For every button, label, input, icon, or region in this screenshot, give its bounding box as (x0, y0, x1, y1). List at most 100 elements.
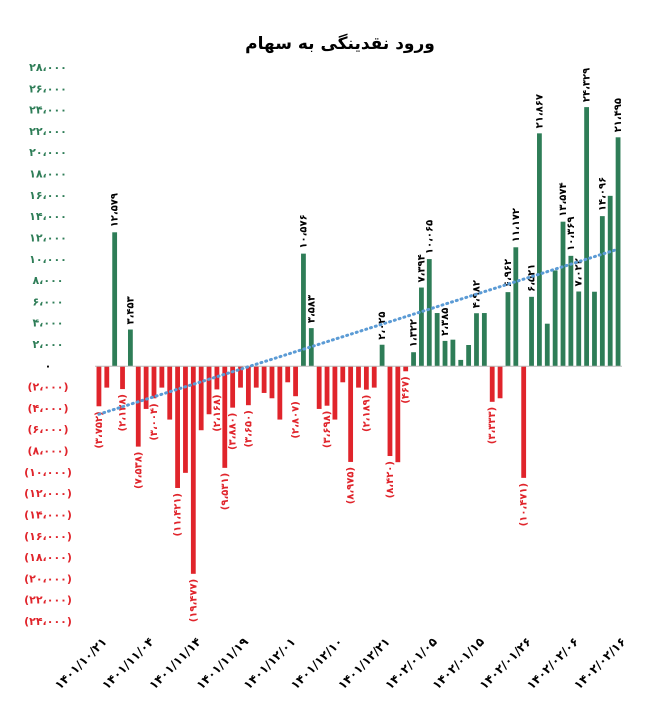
value-label: (۲،۸۰۷) (291, 401, 302, 438)
value-label: (۳،۷۵۲) (94, 411, 105, 448)
bar (285, 366, 291, 383)
y-tick-label: (۴،۰۰۰) (27, 402, 68, 415)
value-label: (۳،۰۰۴) (149, 403, 160, 440)
value-label: ۱،۳۲۲ (409, 319, 420, 347)
bar (505, 292, 511, 367)
bar (190, 366, 196, 574)
bar (238, 366, 243, 388)
bar (167, 366, 173, 420)
y-tick-label: ۸،۰۰۰ (32, 274, 63, 287)
bar (434, 313, 440, 367)
value-label: ۳،۵۸۳ (306, 295, 317, 323)
bar (592, 291, 597, 367)
bar (316, 366, 322, 409)
value-label: (۱۰،۴۷۱) (519, 483, 530, 526)
y-tick-label: (۱۴،۰۰۰) (24, 508, 72, 521)
bar (513, 247, 519, 367)
value-label: (۱۹،۴۷۷) (188, 579, 199, 622)
bar (466, 345, 472, 367)
bar (269, 366, 275, 399)
y-tick-label: (۱۶،۰۰۰) (24, 530, 72, 543)
bar (395, 366, 401, 463)
value-label: (۲،۱۸۹) (361, 395, 372, 432)
bar (371, 366, 377, 388)
value-label: ۲۱،۸۶۷ (534, 94, 545, 128)
bar (481, 313, 487, 367)
bar (277, 366, 283, 420)
bar (214, 366, 220, 390)
y-tick-label: ۲۴،۰۰۰ (29, 104, 67, 117)
value-label: (۳،۸۸۰) (228, 413, 239, 450)
bar (183, 366, 188, 473)
bar (426, 259, 432, 367)
value-label: ۱۰،۰۶۵ (424, 220, 435, 254)
value-label: ۱۲،۵۷۹ (110, 193, 121, 227)
value-label: ۲۱،۴۹۵ (613, 98, 624, 132)
bar (474, 313, 479, 367)
value-label: (۲،۱۳۸) (118, 394, 129, 431)
y-tick-label: (۱۰،۰۰۰) (24, 466, 72, 479)
chart-title: ورود نقدینگی به سهام (245, 33, 435, 54)
value-label: ۱۰،۵۷۶ (298, 214, 309, 248)
bar (489, 366, 495, 402)
value-label: ۷،۰۲۲ (574, 258, 585, 286)
value-label: (۹،۵۳۱) (220, 473, 231, 510)
bar (529, 296, 534, 367)
bar (576, 291, 582, 367)
bar (363, 366, 369, 390)
bar (308, 328, 314, 367)
bar (379, 344, 385, 367)
bar (450, 339, 456, 367)
bar (497, 366, 503, 399)
y-tick-label: ۴،۰۰۰ (32, 317, 63, 330)
y-tick-label: ۲۲،۰۰۰ (29, 125, 67, 138)
bar (159, 366, 165, 388)
bar (135, 366, 141, 447)
y-tick-label: (۱۸،۰۰۰) (24, 551, 72, 564)
bar (175, 366, 180, 488)
bar (245, 366, 251, 406)
bar (419, 287, 424, 367)
bar (442, 340, 448, 367)
bar (348, 366, 354, 462)
value-label: (۷،۵۳۸) (133, 452, 144, 489)
bar (120, 366, 125, 390)
y-tick-label: (۲۰،۰۰۰) (24, 572, 72, 585)
bar (552, 270, 558, 367)
y-tick-label: ۲۶،۰۰۰ (29, 82, 67, 95)
bar (324, 366, 330, 406)
y-tick-label: ۲،۰۰۰ (32, 338, 63, 351)
bar (584, 107, 590, 367)
y-tick-label: (۸،۰۰۰) (27, 445, 68, 458)
bar (151, 366, 157, 399)
y-tick-label: ۲۰،۰۰۰ (29, 146, 67, 159)
bar (301, 253, 306, 367)
bar (537, 133, 542, 367)
value-label: ۲۴،۳۲۹ (582, 68, 593, 102)
value-label: ۱۳،۵۷۴ (558, 182, 569, 216)
bar (230, 366, 236, 408)
y-tick-label: ۲۸،۰۰۰ (29, 61, 67, 74)
value-label: (۸،۹۷۵) (346, 467, 357, 504)
y-tick-label: ۱۸،۰۰۰ (29, 168, 67, 181)
y-tick-label: ۱۲،۰۰۰ (29, 231, 67, 244)
value-label: ۲،۳۸۵ (440, 308, 451, 336)
bar (206, 366, 212, 415)
y-tick-label: (۲،۰۰۰) (27, 381, 68, 394)
bar (222, 366, 228, 468)
y-tick-label: (۶،۰۰۰) (27, 423, 68, 436)
bar (96, 366, 102, 407)
value-label: (۳،۶۹۸) (322, 411, 333, 448)
y-tick-label: ۱۰،۰۰۰ (29, 253, 67, 266)
bar (253, 366, 259, 388)
value-label: (۲،۱۶۸) (212, 394, 223, 431)
value-label: ۱۰،۳۶۹ (566, 217, 577, 251)
bar (261, 366, 267, 393)
y-tick-label: ۱۶،۰۰۰ (29, 189, 67, 202)
y-tick-label: (۲۲،۰۰۰) (24, 594, 72, 607)
value-label: ۲،۰۲۵ (377, 312, 388, 340)
bar (387, 366, 393, 457)
bar (403, 366, 409, 372)
